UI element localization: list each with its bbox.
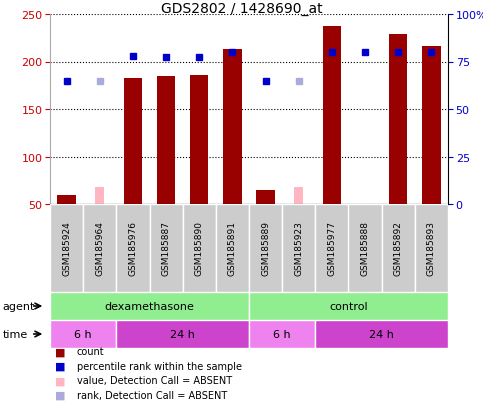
Text: GSM185889: GSM185889	[261, 221, 270, 276]
Bar	[124, 78, 142, 204]
Text: GSM185977: GSM185977	[327, 221, 337, 276]
Bar	[349, 204, 382, 292]
Bar	[95, 188, 104, 204]
Text: ■: ■	[55, 347, 65, 356]
Bar	[249, 292, 448, 320]
Bar	[57, 195, 76, 204]
Bar	[323, 27, 341, 204]
Text: GDS2802 / 1428690_at: GDS2802 / 1428690_at	[161, 2, 322, 15]
Bar	[294, 188, 303, 204]
Text: GSM185891: GSM185891	[228, 221, 237, 276]
Text: GSM185892: GSM185892	[394, 221, 403, 276]
Text: ■: ■	[55, 390, 65, 400]
Bar	[157, 76, 175, 204]
Text: control: control	[329, 301, 368, 311]
Text: GSM185887: GSM185887	[162, 221, 170, 276]
Bar	[249, 320, 315, 348]
Text: time: time	[2, 329, 28, 339]
Bar	[249, 204, 282, 292]
Text: value, Detection Call = ABSENT: value, Detection Call = ABSENT	[77, 375, 232, 385]
Bar	[83, 204, 116, 292]
Text: dexamethasone: dexamethasone	[104, 301, 195, 311]
Bar	[282, 204, 315, 292]
Text: GSM185888: GSM185888	[361, 221, 369, 276]
Bar	[116, 204, 150, 292]
Bar	[382, 204, 415, 292]
Text: GSM185964: GSM185964	[95, 221, 104, 276]
Text: ■: ■	[55, 361, 65, 371]
Bar	[190, 76, 208, 204]
Text: 6 h: 6 h	[273, 329, 291, 339]
Bar	[389, 35, 407, 204]
Bar	[50, 204, 83, 292]
Bar	[223, 50, 242, 204]
Text: GSM185976: GSM185976	[128, 221, 138, 276]
Bar	[315, 320, 448, 348]
Text: agent: agent	[2, 301, 35, 311]
Bar	[150, 204, 183, 292]
Bar	[50, 292, 249, 320]
Text: 6 h: 6 h	[74, 329, 92, 339]
Text: 24 h: 24 h	[170, 329, 195, 339]
Bar	[50, 320, 116, 348]
Text: GSM185924: GSM185924	[62, 221, 71, 276]
Bar	[256, 190, 275, 204]
Text: percentile rank within the sample: percentile rank within the sample	[77, 361, 241, 371]
Text: GSM185893: GSM185893	[427, 221, 436, 276]
Text: GSM185890: GSM185890	[195, 221, 204, 276]
Text: ■: ■	[55, 375, 65, 385]
Bar	[422, 47, 440, 204]
Text: count: count	[77, 347, 104, 356]
Text: rank, Detection Call = ABSENT: rank, Detection Call = ABSENT	[77, 390, 227, 400]
Bar	[183, 204, 216, 292]
Text: GSM185923: GSM185923	[294, 221, 303, 276]
Bar	[415, 204, 448, 292]
Text: 24 h: 24 h	[369, 329, 394, 339]
Bar	[116, 320, 249, 348]
Bar	[315, 204, 349, 292]
Bar	[216, 204, 249, 292]
